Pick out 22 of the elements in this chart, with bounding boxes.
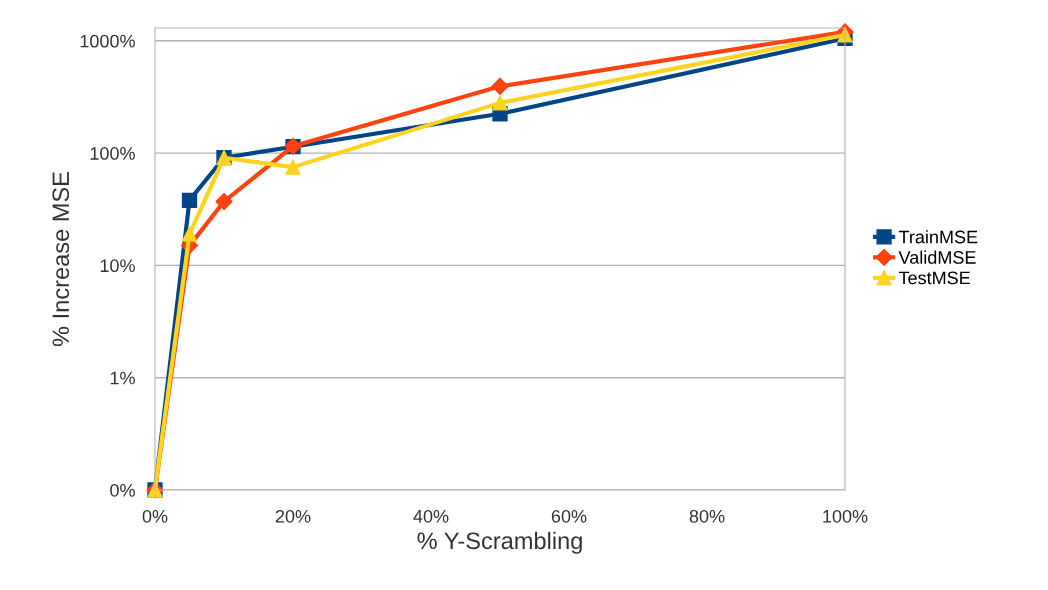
point [285,159,301,175]
x-tick-label: 20% [275,509,311,523]
y-tick-label: 100% [90,147,135,160]
y-tick-label: 1000% [80,34,135,48]
y-tick-label: 10% [100,259,135,273]
x-axis-title: % Y-Scrambling [417,531,582,554]
y-tick-label: 0% [110,483,135,497]
x-tick-label: 80% [689,509,725,523]
point [491,77,509,95]
legend-label: ValidMSE [898,250,976,264]
legend-label: TestMSE [898,271,970,285]
y-tick-label: 1% [110,371,135,385]
x-tick-label: 100% [823,509,868,523]
point [181,226,198,242]
x-tick-label: 60% [551,509,587,523]
point [215,193,233,211]
legend-label: TrainMSE [898,230,978,244]
y-axis-title: % Increase MSE [52,172,70,347]
x-tick-label: 40% [413,509,449,523]
point [181,192,198,208]
point [492,95,508,111]
x-tick-label: 0% [142,509,168,523]
